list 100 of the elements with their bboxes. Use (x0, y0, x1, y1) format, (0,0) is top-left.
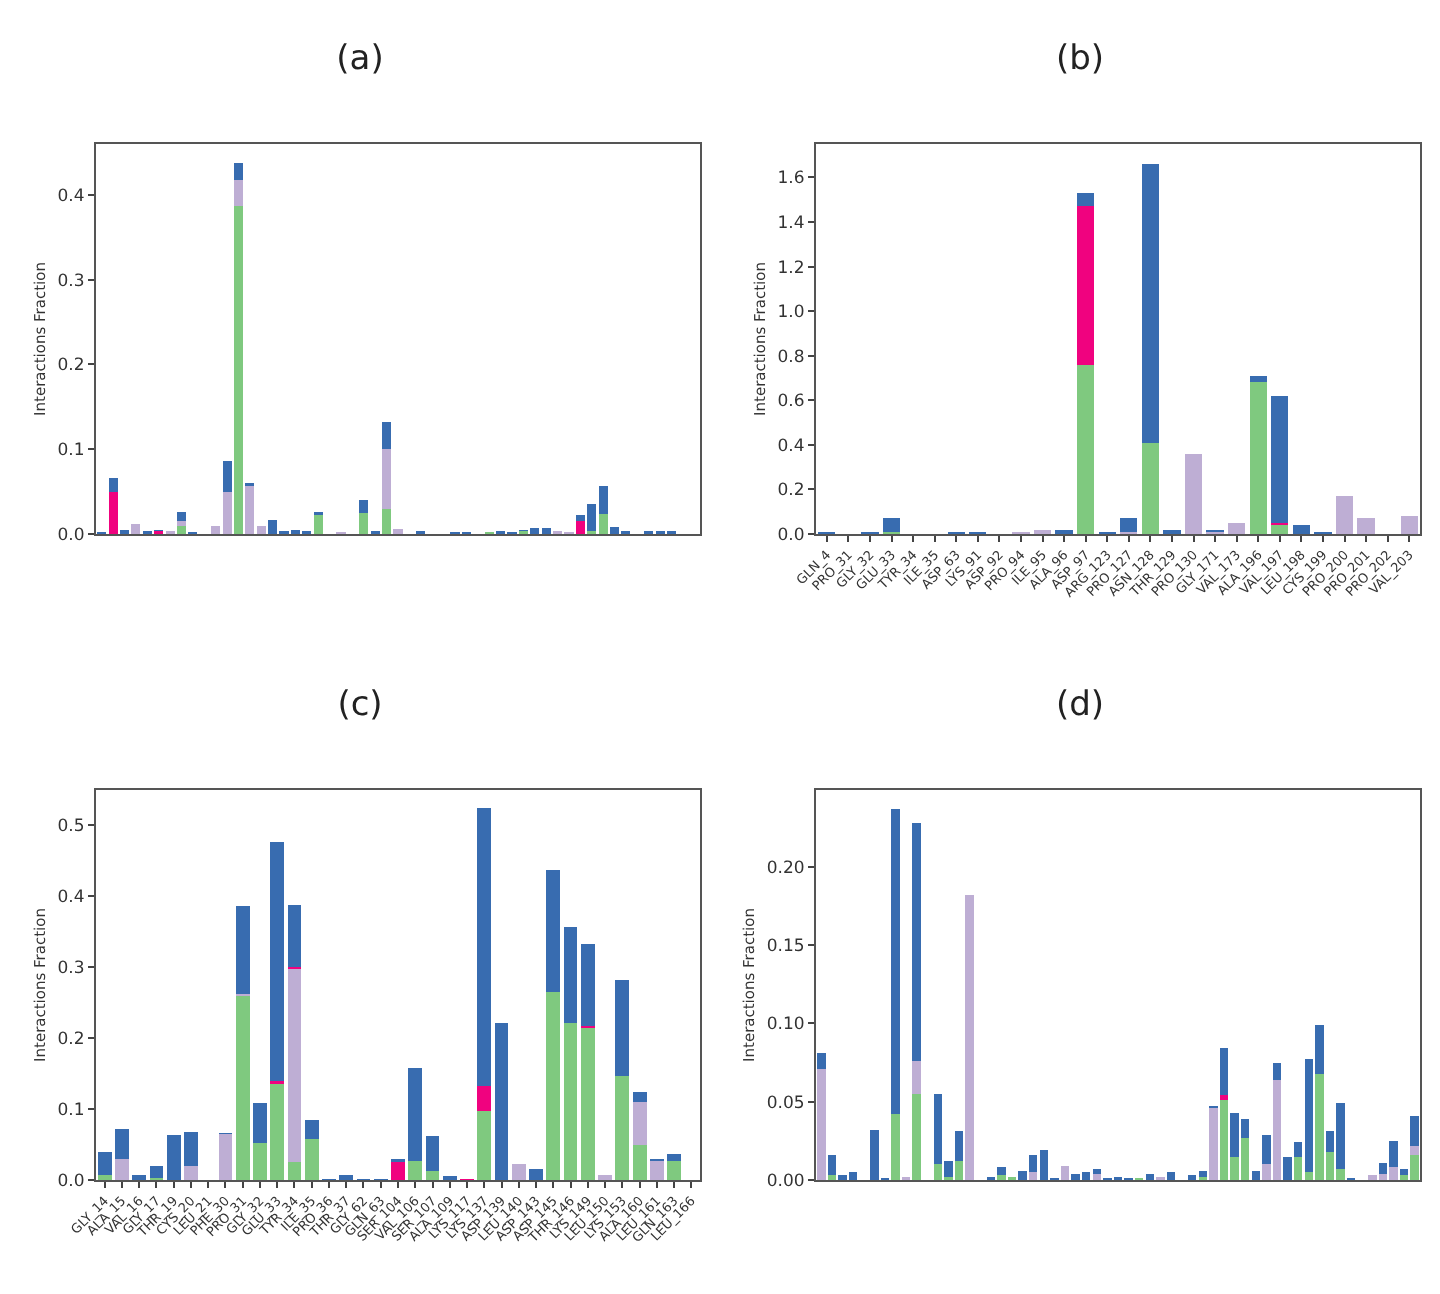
y-tick-label: 0.3 (57, 271, 85, 292)
bar (1410, 1145, 1419, 1155)
bar (149, 1165, 164, 1178)
bar (580, 1027, 595, 1180)
y-tick-label: 0.00 (766, 1171, 805, 1192)
bar (615, 980, 630, 1077)
bar (359, 500, 369, 513)
bar (176, 511, 187, 522)
bar (1092, 1173, 1102, 1180)
bar (580, 943, 595, 1027)
bar (575, 521, 585, 534)
bar (1120, 518, 1138, 532)
bar (477, 1110, 492, 1180)
bar (108, 491, 118, 534)
bar (997, 1167, 1006, 1176)
y-tick-label: 1.2 (777, 258, 805, 279)
bar (359, 512, 369, 534)
bar (114, 1158, 129, 1180)
bar (1271, 395, 1289, 523)
bar (912, 1093, 921, 1180)
bar (1251, 1170, 1260, 1180)
bar (529, 1168, 543, 1180)
y-tick-label: 0.10 (766, 1015, 805, 1036)
bar (304, 1120, 319, 1139)
bar (1141, 442, 1159, 534)
bar (184, 1165, 198, 1180)
bar (891, 808, 900, 1115)
bar (912, 1060, 921, 1094)
bar (253, 1103, 267, 1144)
y-tick-label: 0.5 (57, 817, 85, 838)
bar (882, 518, 901, 532)
bar (108, 478, 118, 492)
bar (425, 1136, 440, 1171)
bar (313, 515, 323, 534)
bar (546, 992, 561, 1180)
bar (1399, 1169, 1409, 1176)
bar (233, 205, 244, 534)
bar (1028, 1172, 1038, 1180)
bar (1145, 1173, 1155, 1180)
bar (1357, 518, 1375, 534)
bar (1292, 525, 1310, 534)
y-tick-label: 0.0 (57, 525, 85, 546)
y-tick-label: 1.0 (777, 303, 805, 324)
bar (632, 1144, 647, 1180)
y-tick-label: 1.6 (777, 169, 805, 190)
y-tick-label: 0.4 (57, 888, 85, 909)
bar (270, 841, 285, 1081)
bar (393, 528, 403, 534)
bar (1262, 1134, 1271, 1165)
bar (1228, 522, 1246, 534)
bar (382, 449, 392, 509)
y-tick-label: 0.15 (766, 937, 805, 958)
bar (1060, 1165, 1070, 1180)
y-tick-label: 1.4 (777, 213, 805, 234)
bar (382, 422, 392, 450)
y-tick-label: 0.2 (777, 481, 805, 502)
bar (546, 870, 561, 993)
bar (891, 1114, 900, 1180)
bar (1283, 1156, 1292, 1180)
bar (391, 1162, 405, 1180)
bar (1335, 496, 1354, 534)
y-tick-label: 0.1 (57, 1101, 85, 1122)
y-tick-label: 0.6 (777, 392, 805, 413)
y-tick-label: 0.4 (57, 186, 85, 207)
bar (1219, 1095, 1229, 1101)
bar (1184, 453, 1203, 534)
y-tick-label: 0.0 (57, 1171, 85, 1192)
bar (954, 1131, 964, 1162)
bar (1271, 525, 1289, 534)
bar (176, 525, 187, 534)
bar (1400, 516, 1418, 534)
y-tick-label: 0.1 (57, 441, 85, 462)
y-tick-label: 0.0 (777, 525, 805, 546)
bar (1141, 164, 1159, 443)
bar (1219, 1048, 1229, 1096)
bar (1209, 1107, 1218, 1180)
chart-title: (b) (1055, 39, 1105, 80)
y-tick-label: 0.20 (766, 858, 805, 879)
bar (1077, 193, 1095, 207)
y-tick-label: 0.05 (766, 1093, 805, 1114)
bar (1272, 1062, 1282, 1080)
bar (511, 1163, 526, 1180)
bar (382, 508, 392, 534)
bar (615, 1076, 630, 1180)
bar (477, 807, 492, 1086)
y-tick-label: 0.2 (57, 1030, 85, 1051)
bar (235, 905, 250, 994)
chart-title: (c) (337, 685, 383, 726)
bar (563, 926, 578, 1023)
bar (408, 1160, 423, 1180)
bar (131, 523, 141, 534)
bar (827, 1154, 837, 1176)
bar (563, 1022, 578, 1180)
bar (425, 1170, 440, 1180)
bar (1166, 1172, 1176, 1180)
bar (632, 1092, 647, 1102)
bar (304, 1138, 319, 1180)
bar (817, 1053, 826, 1069)
y-tick-label: 0.4 (777, 436, 805, 457)
bar (1410, 1115, 1419, 1146)
